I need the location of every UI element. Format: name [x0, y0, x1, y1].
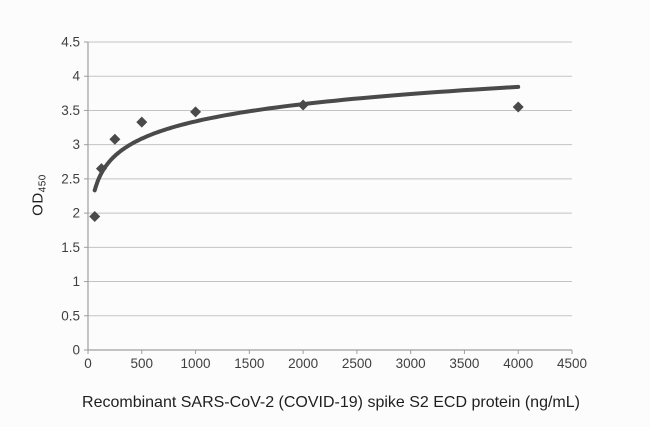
data-point-marker — [109, 133, 121, 145]
y-tick-label: 1.5 — [61, 240, 80, 255]
x-tick-label: 4500 — [557, 356, 587, 371]
data-point-marker — [95, 163, 107, 175]
data-point-marker — [89, 211, 101, 223]
y-tick-label: 0 — [72, 343, 80, 358]
x-tick-label: 1000 — [181, 356, 211, 371]
x-tick-label: 3500 — [449, 356, 479, 371]
y-axis-title-text: OD — [29, 192, 47, 216]
x-tick-label: 4000 — [503, 356, 533, 371]
x-tick-label: 3000 — [396, 356, 426, 371]
x-tick-label: 500 — [131, 356, 154, 371]
x-axis-title: Recombinant SARS-CoV-2 (COVID-19) spike … — [82, 394, 580, 411]
y-tick-label: 1 — [72, 274, 80, 289]
y-tick-label: 4.5 — [61, 35, 80, 50]
data-point-marker — [512, 101, 524, 113]
y-tick-label: 2.5 — [61, 171, 80, 186]
x-tick-label: 2000 — [288, 356, 318, 371]
y-tick-label: 3.5 — [61, 103, 80, 118]
y-tick-label: 0.5 — [61, 308, 80, 323]
data-point-marker — [190, 106, 202, 118]
y-axis-title: OD450 — [30, 174, 49, 216]
data-point-marker — [297, 99, 309, 111]
data-point-marker — [136, 116, 148, 128]
x-tick-label: 0 — [84, 356, 92, 371]
trendline-curve — [92, 84, 521, 193]
y-tick-label: 2 — [72, 206, 80, 221]
y-tick-label: 4 — [72, 69, 80, 84]
y-tick-label: 3 — [72, 137, 80, 152]
y-axis-title-subscript: 450 — [37, 174, 49, 193]
x-tick-label: 1500 — [234, 356, 264, 371]
x-tick-label: 2500 — [342, 356, 372, 371]
